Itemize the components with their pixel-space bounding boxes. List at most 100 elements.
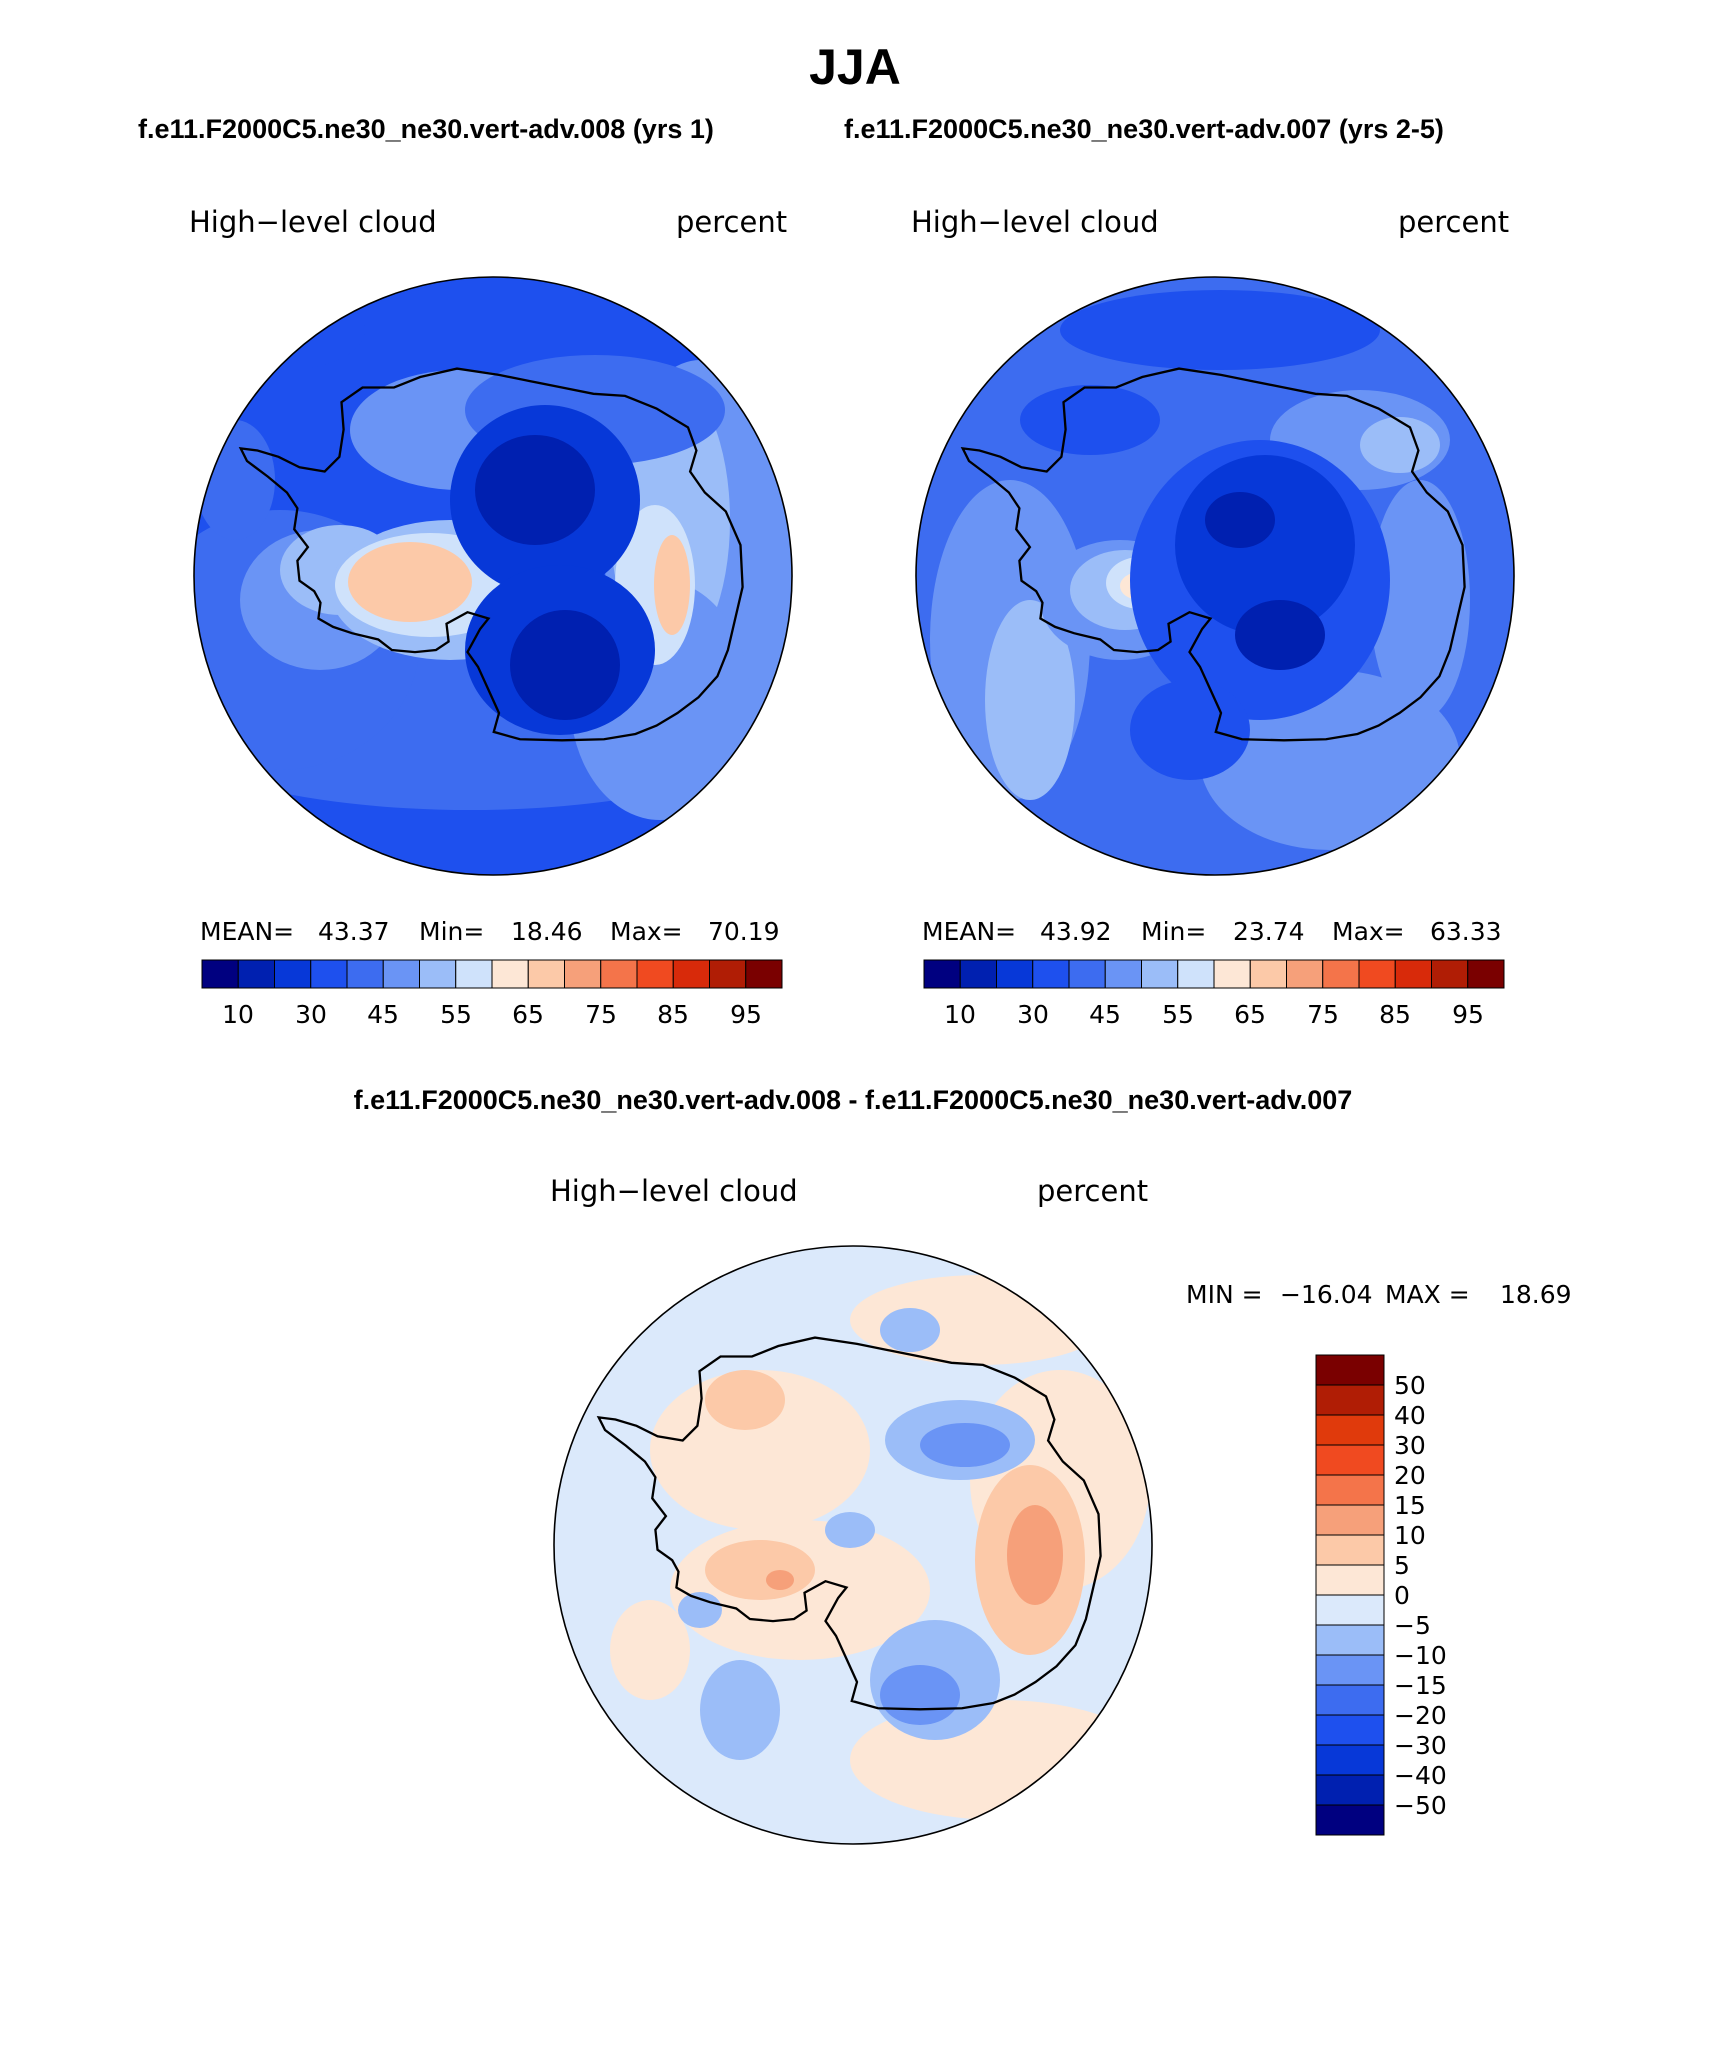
- panel-a-min-label: Min=: [419, 917, 484, 946]
- panel-c-colorbar-label: 10: [1394, 1521, 1426, 1550]
- panel-a-colorbar-swatch: [600, 959, 638, 989]
- panel-c-contours: [610, 1275, 1150, 1820]
- panel-c-colorbar-swatch: [1315, 1384, 1385, 1416]
- panel-b-colorbar-swatch: [1431, 959, 1469, 989]
- panel-c-colorbar-label: −50: [1394, 1791, 1447, 1820]
- panel-a-tick: 55: [440, 1000, 472, 1029]
- panel-a-colorbar-swatch: [491, 959, 529, 989]
- panel-a-colorbar-swatch: [709, 959, 747, 989]
- panel-a-tick: 45: [367, 1000, 399, 1029]
- panel-b-map-border: [915, 276, 1515, 876]
- panel-b-colorbar-swatch: [1141, 959, 1179, 989]
- panel-b-colorbar-swatch: [996, 959, 1034, 989]
- panel-c-colorbar-label: −20: [1394, 1701, 1447, 1730]
- panel-c-colorbar-swatch: [1315, 1474, 1385, 1506]
- panel-c-min-label: MIN =: [1186, 1280, 1263, 1309]
- panel-b-stats: MEAN= 43.92 Min= 23.74 Max= 63.33: [922, 917, 1502, 946]
- panel-b-colorbar-swatch: [1394, 959, 1432, 989]
- panel-b-variable-label: High−level cloud: [911, 205, 1159, 239]
- panel-a-map: [194, 277, 792, 875]
- panel-b-map: [916, 277, 1514, 875]
- panel-b-mean-label: MEAN=: [922, 917, 1016, 946]
- panel-c-colorbar-label: 50: [1394, 1371, 1426, 1400]
- panel-b-tick: 85: [1379, 1000, 1411, 1029]
- panel-b: High−level cloud percent: [911, 205, 1515, 1029]
- panel-b-tick: 30: [1017, 1000, 1049, 1029]
- panel-b-colorbar-swatch: [1249, 959, 1287, 989]
- panel-a-colorbar-swatch: [237, 959, 275, 989]
- panel-b-tick: 95: [1452, 1000, 1484, 1029]
- panel-b-min-label: Min=: [1141, 917, 1206, 946]
- panel-a-stats: MEAN= 43.37 Min= 18.46 Max= 70.19: [200, 917, 780, 946]
- panel-b-tick: 10: [944, 1000, 976, 1029]
- panel-c-colorbar-swatch: [1315, 1504, 1385, 1536]
- panel-b-colorbar-swatch: [1213, 959, 1251, 989]
- panel-c-map-border: [553, 1245, 1153, 1845]
- panel-c-max-label: MAX =: [1385, 1280, 1470, 1309]
- panel-a-tick: 10: [222, 1000, 254, 1029]
- panel-b-max-label: Max=: [1332, 917, 1405, 946]
- panel-a-tick: 75: [585, 1000, 617, 1029]
- panel-a-tick: 65: [512, 1000, 544, 1029]
- panel-b-colorbar: [923, 959, 1505, 989]
- panel-c-colorbar-label: −15: [1394, 1671, 1447, 1700]
- panel-a-mean-value: 43.37: [318, 917, 390, 946]
- panel-a: High−level cloud percent: [189, 205, 793, 1029]
- panel-c-colorbar-label: −40: [1394, 1761, 1447, 1790]
- panel-b-colorbar-swatch: [1032, 959, 1070, 989]
- panel-b-colorbar-swatch: [1104, 959, 1142, 989]
- panel-a-tick: 95: [730, 1000, 762, 1029]
- panel-b-colorbar-swatch: [1068, 959, 1106, 989]
- panel-a-colorbar-swatch: [564, 959, 602, 989]
- panel-b-tick: 65: [1234, 1000, 1266, 1029]
- panel-a-colorbar-swatch: [346, 959, 384, 989]
- panel-c-colorbar-swatch: [1315, 1774, 1385, 1806]
- panel-a-max-label: Max=: [610, 917, 683, 946]
- panel-b-colorbar-swatch: [1322, 959, 1360, 989]
- panel-a-tick: 30: [295, 1000, 327, 1029]
- panel-c-colorbar-label: 0: [1394, 1581, 1410, 1610]
- panel-a-colorbar-swatch: [455, 959, 493, 989]
- panel-c-colorbar-swatch: [1315, 1654, 1385, 1686]
- panel-a-contours: [194, 290, 792, 820]
- panel-c-colorbar-label: 15: [1394, 1491, 1426, 1520]
- panel-c-colorbar-label: −5: [1394, 1611, 1431, 1640]
- panel-b-colorbar-ticks: 10 30 45 55 65 75 85 95: [944, 1000, 1484, 1029]
- panel-a-tick: 85: [657, 1000, 689, 1029]
- panel-a-colorbar-swatch: [274, 959, 312, 989]
- panel-c-min-value: −16.04: [1280, 1280, 1373, 1309]
- panel-c-stats: MIN = −16.04 MAX = 18.69: [1186, 1280, 1572, 1309]
- panel-a-colorbar-swatch: [745, 959, 783, 989]
- panel-b-colorbar-swatch: [1286, 959, 1324, 989]
- panel-c-colorbar-swatch: [1315, 1624, 1385, 1656]
- panel-c-map: [554, 1246, 1152, 1844]
- panel-b-tick: 55: [1162, 1000, 1194, 1029]
- panel-c-colorbar-swatch: [1315, 1594, 1385, 1626]
- panel-a-variable-label: High−level cloud: [189, 205, 437, 239]
- panel-b-colorbar-swatch: [1177, 959, 1215, 989]
- panel-a-colorbar-swatch: [419, 959, 457, 989]
- panel-c-colorbar-label: 5: [1394, 1551, 1410, 1580]
- panel-a-colorbar-swatch: [382, 959, 420, 989]
- panel-a-colorbar: [201, 959, 783, 989]
- panel-a-min-value: 18.46: [511, 917, 583, 946]
- panel-a-units-label: percent: [676, 205, 787, 239]
- panel-b-tick: 45: [1089, 1000, 1121, 1029]
- panel-c-colorbar-swatch: [1315, 1414, 1385, 1446]
- panel-b-colorbar-swatch: [1358, 959, 1396, 989]
- panel-c-colorbar-swatch: [1315, 1804, 1385, 1836]
- panel-c-colorbar-swatch: [1315, 1354, 1385, 1386]
- panel-a-colorbar-swatch: [636, 959, 674, 989]
- panel-c-colorbar-swatch: [1315, 1684, 1385, 1716]
- panel-b-min-value: 23.74: [1233, 917, 1305, 946]
- panel-c-colorbar-label: −10: [1394, 1641, 1447, 1670]
- panel-a-colorbar-swatch: [527, 959, 565, 989]
- panel-c-colorbar-swatch: [1315, 1744, 1385, 1776]
- panel-c-colorbar-swatch: [1315, 1534, 1385, 1566]
- panel-c-colorbar-swatch: [1315, 1714, 1385, 1746]
- panel-c-case-title: f.e11.F2000C5.ne30_ne30.vert-adv.008 - f…: [354, 1085, 1353, 1115]
- panel-c: f.e11.F2000C5.ne30_ne30.vert-adv.008 - f…: [354, 1085, 1572, 1845]
- panel-a-case-title: f.e11.F2000C5.ne30_ne30.vert-adv.008 (yr…: [138, 114, 714, 144]
- panel-c-max-value: 18.69: [1500, 1280, 1572, 1309]
- panel-a-max-value: 70.19: [708, 917, 780, 946]
